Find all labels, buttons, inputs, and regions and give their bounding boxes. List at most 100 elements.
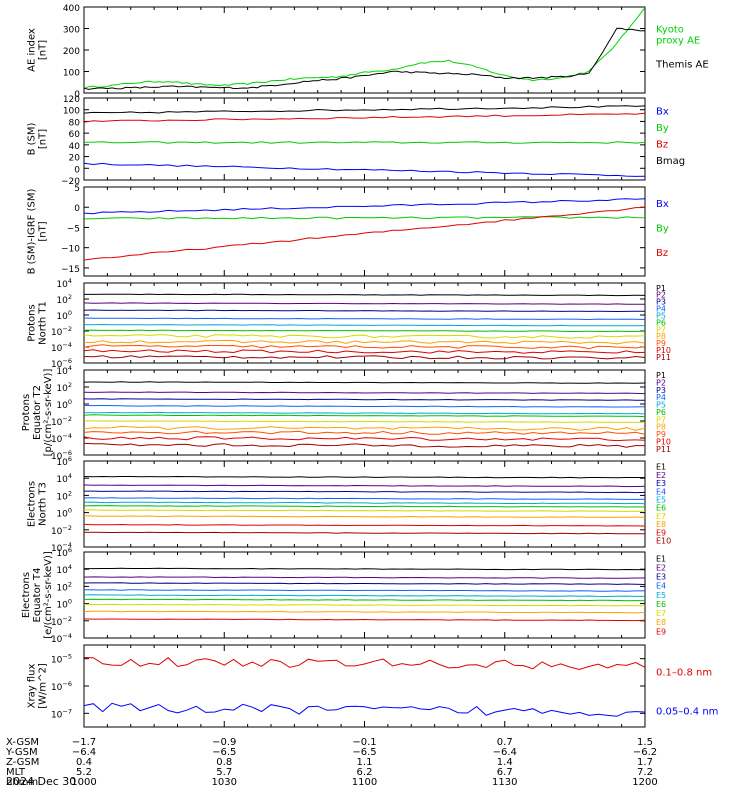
series-line — [83, 576, 645, 579]
legend-label: 0.1–0.8 nm — [656, 667, 712, 678]
series-line — [83, 610, 646, 614]
y-tick-label: 100 — [63, 69, 80, 79]
legend-label: E1 — [656, 554, 666, 563]
x-row-value: −6.4 — [493, 747, 517, 758]
series-line — [83, 589, 645, 592]
x-row-value: 1.7 — [637, 757, 653, 768]
series-line — [83, 501, 646, 505]
y-axis-label: [nT] — [38, 40, 49, 60]
series-line — [83, 323, 646, 327]
legend-label: 0.05–0.4 nm — [656, 706, 718, 717]
y-axis-label: North T3 — [38, 482, 49, 526]
legend-label: E7 — [656, 609, 666, 618]
series-line — [83, 603, 646, 607]
y-tick-label: 100 — [56, 398, 72, 411]
series-line — [83, 420, 646, 423]
y-tick-label: 102 — [56, 580, 72, 593]
y-tick-label: 10−4 — [51, 432, 72, 445]
y-tick-label: 0 — [74, 90, 80, 100]
legend-label: E1 — [656, 463, 666, 472]
y-tick-label: 104 — [56, 563, 72, 576]
legend-label: E3 — [656, 479, 666, 488]
series-line — [83, 509, 646, 512]
y-axis-label: B (SM)-IGRF (SM) — [27, 189, 38, 275]
legend-label: Themis AE — [655, 60, 709, 71]
y-tick-label: 0 — [74, 165, 80, 175]
x-row-label: X-GSM — [6, 737, 39, 748]
x-row-value: 1200 — [632, 777, 657, 788]
legend-label: P10 — [656, 346, 671, 355]
series-line — [83, 430, 646, 435]
legend-label: P8 — [656, 332, 666, 341]
legend-label: E5 — [656, 496, 666, 505]
legend-label: P1 — [656, 371, 666, 380]
x-row-label: Z-GSM — [6, 757, 39, 768]
y-tick-label: −10 — [61, 245, 80, 255]
series-line — [83, 497, 646, 500]
y-tick-label: −20 — [61, 177, 80, 187]
x-row-value: −6.5 — [212, 747, 236, 758]
series-line — [83, 7, 646, 89]
legend-label: P4 — [656, 393, 666, 402]
series-line — [83, 515, 646, 518]
x-row-value: 1.1 — [357, 757, 373, 768]
series-line — [83, 317, 646, 321]
x-row-value: 1100 — [352, 777, 377, 788]
y-tick-label: 100 — [63, 107, 80, 117]
y-tick-label: 20 — [69, 154, 81, 164]
y-tick-label: 5 — [74, 184, 80, 194]
legend-label: P4 — [656, 305, 666, 314]
series-line — [83, 302, 645, 305]
legend-label: P3 — [656, 386, 666, 395]
legend-label: P6 — [656, 318, 666, 327]
y-tick-label: 102 — [56, 293, 72, 306]
legend-label: E7 — [656, 512, 666, 521]
x-row-value: 0.4 — [76, 757, 92, 768]
series-line — [83, 344, 646, 350]
legend-label: P9 — [656, 430, 666, 439]
x-row-value: −6.4 — [72, 747, 96, 758]
legend-label: Bx — [656, 199, 669, 210]
series-line — [83, 582, 646, 585]
series-line — [84, 411, 646, 415]
y-axis-label: Equator T2 — [32, 385, 43, 440]
legend-label: P5 — [656, 311, 666, 320]
legend-label: P6 — [656, 408, 666, 417]
legend-label: P7 — [656, 325, 666, 334]
y-axis-label: Equator T4 — [32, 568, 43, 623]
legend-label: Bmag — [656, 156, 685, 167]
y-tick-label: 10−6 — [51, 680, 72, 693]
legend-label: proxy AE — [656, 36, 700, 47]
y-axis-label: Protons — [27, 304, 38, 341]
x-row-value: 0.8 — [216, 757, 232, 768]
series-line — [83, 27, 646, 90]
y-tick-label: 80 — [69, 118, 81, 128]
series-line — [83, 618, 646, 622]
x-row-label: Y-GSM — [5, 747, 38, 758]
legend-label: E8 — [656, 618, 666, 627]
y-tick-label: 40 — [69, 142, 81, 152]
y-tick-label: 10−4 — [51, 632, 72, 645]
y-axis-label: [e/(cm²-s-sr-keV)] — [43, 551, 54, 639]
legend-label: Kyoto — [656, 25, 684, 36]
y-axis-label: B (SM) — [27, 122, 38, 155]
y-tick-label: 10−5 — [51, 653, 72, 666]
y-tick-label: 102 — [56, 381, 72, 394]
legend-label: E2 — [656, 471, 666, 480]
legend-label: E6 — [656, 600, 666, 609]
series-line — [83, 598, 646, 602]
x-row-value: 7.2 — [637, 767, 653, 778]
legend-label: E9 — [656, 627, 666, 636]
y-tick-label: 104 — [56, 472, 72, 485]
y-tick-label: 0 — [74, 204, 80, 214]
legend-label: E6 — [656, 504, 666, 513]
legend-label: E4 — [656, 582, 666, 591]
y-tick-label: 200 — [63, 47, 80, 57]
y-tick-label: 100 — [56, 598, 72, 611]
y-axis-label: Protons — [21, 394, 32, 431]
legend-label: E5 — [656, 591, 666, 600]
y-axis-label: Electrons — [27, 481, 38, 527]
x-row-value: 1030 — [212, 777, 237, 788]
